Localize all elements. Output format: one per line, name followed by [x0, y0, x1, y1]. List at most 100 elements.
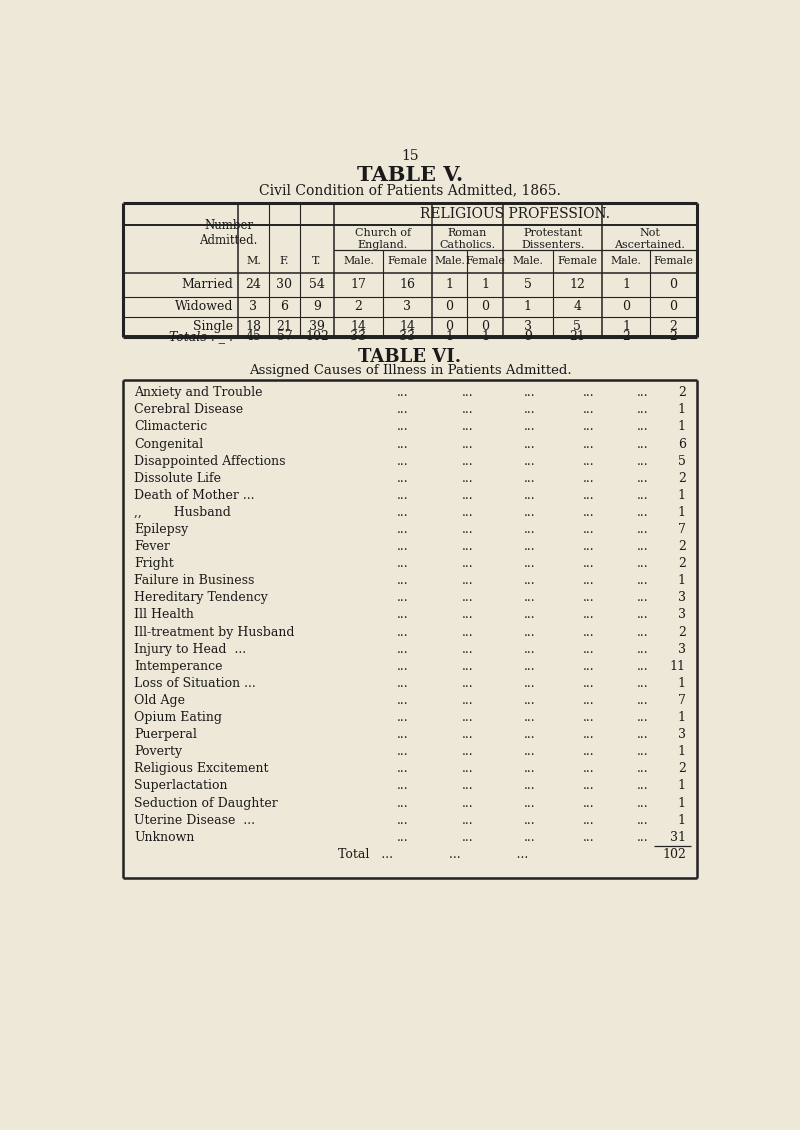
- Text: ...: ...: [637, 746, 648, 758]
- Text: ...: ...: [397, 660, 408, 672]
- Text: Dissolute Life: Dissolute Life: [134, 471, 221, 485]
- Text: ...: ...: [524, 711, 536, 724]
- Text: 1: 1: [446, 330, 454, 344]
- Text: 9: 9: [524, 330, 532, 344]
- Text: ...: ...: [397, 471, 408, 485]
- Text: ...: ...: [397, 557, 408, 571]
- Text: Protestant
Dissenters.: Protestant Dissenters.: [521, 228, 584, 250]
- Text: ...: ...: [524, 797, 536, 809]
- Text: ...: ...: [462, 711, 474, 724]
- Text: 2: 2: [678, 557, 686, 571]
- Text: 30: 30: [277, 278, 293, 292]
- Text: ...: ...: [462, 608, 474, 622]
- Text: 33: 33: [350, 330, 366, 344]
- Text: ...: ...: [462, 797, 474, 809]
- Text: ...: ...: [637, 454, 648, 468]
- Text: ...: ...: [524, 506, 536, 519]
- Text: ...: ...: [637, 763, 648, 775]
- Text: 2: 2: [678, 386, 686, 399]
- Text: 14: 14: [350, 320, 366, 333]
- Text: ...: ...: [524, 677, 536, 690]
- Text: ,,        Husband: ,, Husband: [134, 506, 231, 519]
- Text: M.: M.: [246, 257, 261, 266]
- Text: 3: 3: [678, 608, 686, 622]
- Text: Female: Female: [558, 257, 598, 266]
- Text: ...: ...: [637, 643, 648, 655]
- Text: ...: ...: [582, 523, 594, 536]
- Text: ...: ...: [524, 523, 536, 536]
- Text: ...: ...: [397, 797, 408, 809]
- Text: ...: ...: [462, 506, 474, 519]
- Text: ...: ...: [462, 780, 474, 792]
- Text: ...: ...: [462, 746, 474, 758]
- Text: Congenital: Congenital: [134, 437, 203, 451]
- Text: 15: 15: [401, 149, 419, 164]
- Text: ...: ...: [637, 814, 648, 827]
- Text: ...: ...: [582, 608, 594, 622]
- Text: Fever: Fever: [134, 540, 170, 553]
- Text: ...: ...: [524, 420, 536, 434]
- Text: ...: ...: [637, 506, 648, 519]
- Text: 7: 7: [678, 694, 686, 707]
- Text: ...: ...: [524, 454, 536, 468]
- Text: Opium Eating: Opium Eating: [134, 711, 222, 724]
- Text: ...: ...: [462, 386, 474, 399]
- Text: 2: 2: [670, 320, 678, 333]
- Text: ...: ...: [524, 643, 536, 655]
- Text: ...: ...: [582, 591, 594, 605]
- Text: ...: ...: [524, 780, 536, 792]
- Text: ...: ...: [462, 660, 474, 672]
- Text: ...: ...: [637, 694, 648, 707]
- Text: 17: 17: [350, 278, 366, 292]
- Text: ...: ...: [397, 780, 408, 792]
- Text: 1: 1: [622, 278, 630, 292]
- Text: ...: ...: [582, 506, 594, 519]
- Text: 1: 1: [678, 677, 686, 690]
- Text: 1: 1: [622, 320, 630, 333]
- Text: ...: ...: [462, 557, 474, 571]
- Text: ...: ...: [462, 677, 474, 690]
- Text: ...: ...: [462, 728, 474, 741]
- Text: 45: 45: [246, 330, 262, 344]
- Text: ...: ...: [637, 711, 648, 724]
- Text: Unknown: Unknown: [134, 831, 194, 844]
- Text: Anxiety and Trouble: Anxiety and Trouble: [134, 386, 262, 399]
- Text: Not
Ascertained.: Not Ascertained.: [614, 228, 685, 250]
- Text: T.: T.: [312, 257, 322, 266]
- Text: ...: ...: [462, 523, 474, 536]
- Text: Totals . _ .: Totals . _ .: [170, 330, 234, 344]
- Text: 3: 3: [250, 301, 258, 313]
- Text: 1: 1: [446, 278, 454, 292]
- Text: Total   ...              ...              ...: Total ... ... ...: [338, 849, 528, 861]
- Text: 1: 1: [678, 746, 686, 758]
- Text: 1: 1: [678, 489, 686, 502]
- Text: 5: 5: [678, 454, 686, 468]
- Text: 1: 1: [678, 814, 686, 827]
- Text: Single: Single: [194, 320, 234, 333]
- Text: ...: ...: [397, 523, 408, 536]
- Text: ...: ...: [582, 403, 594, 416]
- Text: ...: ...: [462, 831, 474, 844]
- Text: ...: ...: [397, 608, 408, 622]
- Text: ...: ...: [582, 643, 594, 655]
- Text: Religious Excitement: Religious Excitement: [134, 763, 269, 775]
- Text: 2: 2: [678, 763, 686, 775]
- Text: ...: ...: [462, 763, 474, 775]
- Text: ...: ...: [637, 557, 648, 571]
- Text: ...: ...: [637, 660, 648, 672]
- Text: 102: 102: [662, 849, 686, 861]
- Text: ...: ...: [524, 403, 536, 416]
- Text: ...: ...: [462, 540, 474, 553]
- Text: Female: Female: [466, 257, 505, 266]
- Text: Civil Condition of Patients Admitted, 1865.: Civil Condition of Patients Admitted, 18…: [259, 183, 561, 198]
- Text: 33: 33: [399, 330, 415, 344]
- Text: 1: 1: [678, 797, 686, 809]
- Text: ...: ...: [397, 677, 408, 690]
- Text: 0: 0: [670, 278, 678, 292]
- Text: Puerperal: Puerperal: [134, 728, 197, 741]
- Text: ...: ...: [582, 763, 594, 775]
- Text: ...: ...: [637, 608, 648, 622]
- Text: ...: ...: [637, 420, 648, 434]
- Text: ...: ...: [462, 471, 474, 485]
- Text: ...: ...: [637, 797, 648, 809]
